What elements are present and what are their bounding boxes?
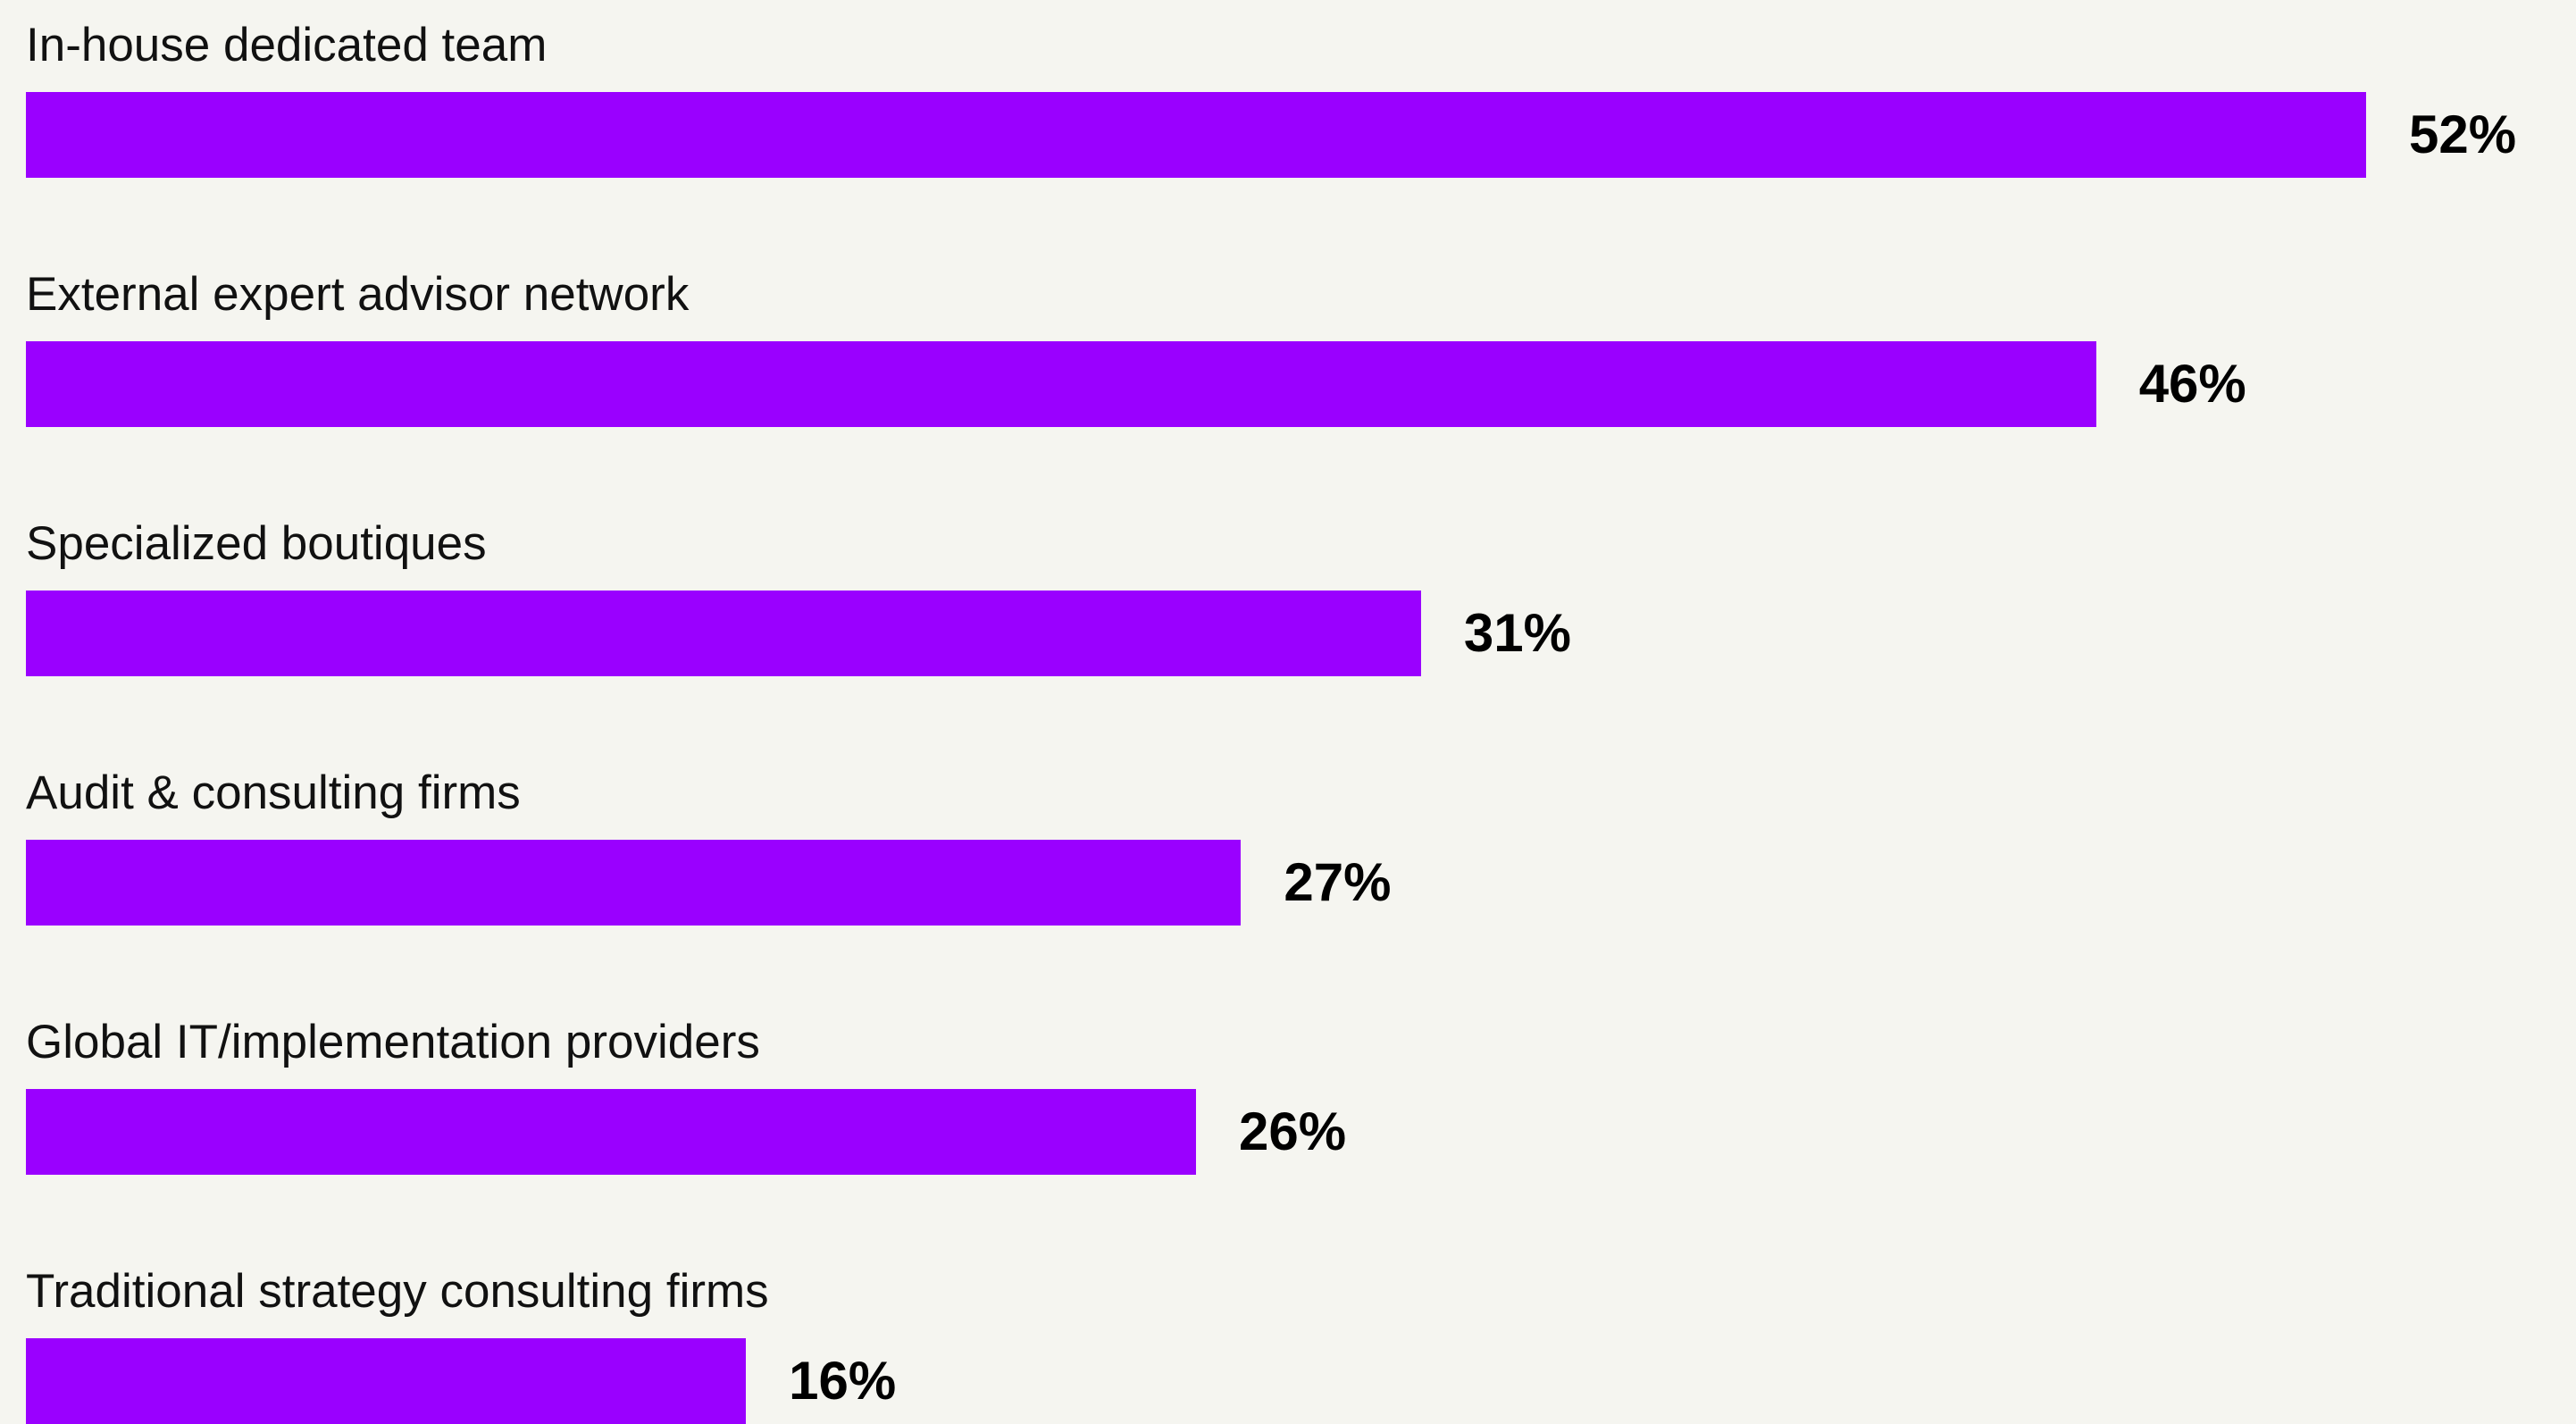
value-label: 46% — [2138, 354, 2246, 414]
bar — [26, 92, 2366, 178]
value-label: 52% — [2409, 105, 2517, 164]
category-label: Specialized boutiques — [26, 517, 487, 570]
bar — [26, 1089, 1196, 1175]
value-label: 16% — [789, 1351, 897, 1411]
bar — [26, 341, 2096, 427]
category-label: Global IT/implementation providers — [26, 1016, 760, 1068]
category-label: External expert advisor network — [26, 268, 690, 321]
category-label: In-house dedicated team — [26, 19, 548, 71]
bar — [26, 840, 1242, 926]
value-label: 27% — [1284, 852, 1392, 912]
value-label: 26% — [1239, 1102, 1347, 1161]
value-label: 31% — [1463, 603, 1572, 663]
bar — [26, 1338, 747, 1424]
category-label: Audit & consulting firms — [26, 766, 521, 819]
bar — [26, 591, 1421, 676]
category-label: Traditional strategy consulting firms — [26, 1265, 769, 1318]
